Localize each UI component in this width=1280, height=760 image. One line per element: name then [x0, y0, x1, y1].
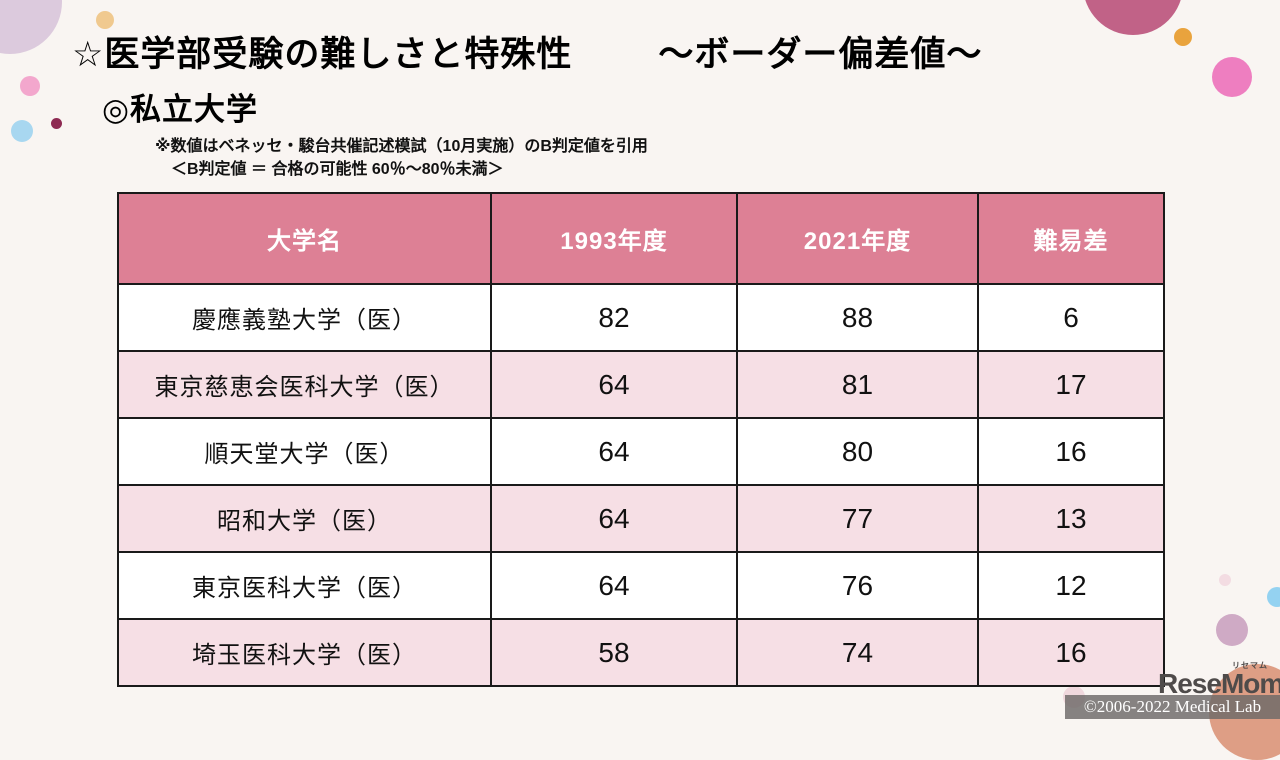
table-header-row: 大学名 1993年度 2021年度 難易差 — [117, 192, 1165, 285]
decor-circle-pink-left — [20, 76, 40, 96]
value-diff: 16 — [977, 618, 1165, 687]
decor-circle-blue-left — [11, 120, 33, 142]
slide-title-sub: ～ボーダー偏差値～ — [658, 35, 983, 74]
table-row: 東京慈恵会医科大学（医） 64 81 17 — [117, 350, 1165, 419]
decor-circle-darkrose-topright — [1083, 0, 1183, 35]
decor-circle-tan-topleft — [96, 11, 114, 29]
value-2021: 76 — [736, 551, 979, 620]
decor-circle-blue-right — [1267, 587, 1280, 607]
value-1993: 82 — [490, 283, 738, 352]
column-header-difficulty: 難易差 — [977, 192, 1165, 285]
slide-title: ☆医学部受験の難しさと特殊性 ～ボーダー偏差値～ — [72, 26, 982, 77]
value-diff: 17 — [977, 350, 1165, 419]
table-row: 東京医科大学（医） 64 76 12 — [117, 551, 1165, 620]
column-header-university: 大学名 — [117, 192, 492, 285]
decor-circle-maroon-left — [51, 118, 62, 129]
copyright-text: ©2006-2022 Medical Lab — [1083, 697, 1262, 716]
copyright-bar: ©2006-2022 Medical Lab — [1065, 695, 1280, 719]
decor-circle-orange-topright — [1174, 28, 1192, 46]
note-definition: ＜B判定値 ＝ 合格の可能性 60％～80％未満＞ — [171, 161, 504, 178]
table-row: 埼玉医科大学（医） 58 74 16 — [117, 618, 1165, 687]
value-diff: 12 — [977, 551, 1165, 620]
value-2021: 74 — [736, 618, 979, 687]
value-diff: 6 — [977, 283, 1165, 352]
decor-circle-pink-topright — [1212, 57, 1252, 97]
university-name: 東京慈恵会医科大学（医） — [117, 350, 492, 419]
university-name: 慶應義塾大学（医） — [117, 283, 492, 352]
value-1993: 64 — [490, 350, 738, 419]
slide-notes: ※数値はベネッセ・駿台共催記述模試（10月実施）のB判定値を引用 ＜B判定値 ＝… — [155, 135, 648, 181]
value-1993: 64 — [490, 417, 738, 486]
table-row: 順天堂大学（医） 64 80 16 — [117, 417, 1165, 486]
slide-subtitle: ◎私立大学 — [102, 92, 259, 127]
table-row: 昭和大学（医） 64 77 13 — [117, 484, 1165, 553]
university-name: 東京医科大学（医） — [117, 551, 492, 620]
value-diff: 16 — [977, 417, 1165, 486]
column-header-1993: 1993年度 — [490, 192, 738, 285]
decor-circle-lavender-topleft — [0, 0, 62, 54]
value-1993: 64 — [490, 484, 738, 553]
value-2021: 81 — [736, 350, 979, 419]
value-2021: 77 — [736, 484, 979, 553]
table-row: 慶應義塾大学（医） 82 88 6 — [117, 283, 1165, 352]
value-diff: 13 — [977, 484, 1165, 553]
slide-title-main: ☆医学部受験の難しさと特殊性 — [72, 35, 573, 74]
university-name: 埼玉医科大学（医） — [117, 618, 492, 687]
university-name: 順天堂大学（医） — [117, 417, 492, 486]
decor-circle-palepink-right — [1219, 574, 1231, 586]
resemom-kana-label: リセマム — [1232, 661, 1268, 670]
value-1993: 58 — [490, 618, 738, 687]
university-name: 昭和大学（医） — [117, 484, 492, 553]
column-header-2021: 2021年度 — [736, 192, 979, 285]
decor-circle-mauve-right — [1216, 614, 1248, 646]
resemom-logo: ReseMom — [1158, 668, 1280, 699]
value-2021: 88 — [736, 283, 979, 352]
note-source: ※数値はベネッセ・駿台共催記述模試（10月実施）のB判定値を引用 — [155, 138, 648, 155]
value-1993: 64 — [490, 551, 738, 620]
value-2021: 80 — [736, 417, 979, 486]
deviation-table: 大学名 1993年度 2021年度 難易差 慶應義塾大学（医） 82 88 6 … — [117, 192, 1165, 687]
